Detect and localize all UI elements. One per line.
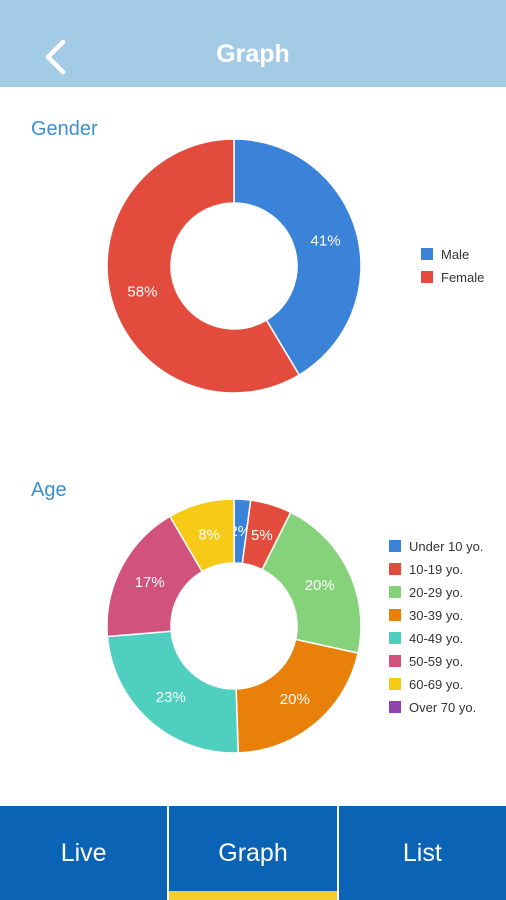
- back-button[interactable]: [30, 32, 80, 82]
- legend-label: 60-69 yo.: [409, 677, 463, 692]
- pie-slice: [106, 630, 239, 754]
- tab-live[interactable]: Live: [0, 806, 167, 900]
- page-title: Graph: [216, 40, 290, 68]
- slice-percent-label: 58%: [127, 283, 157, 300]
- age-chart: 2%Under 10 yo.5%10-19 yo.20% 20-29 yo.20%…: [106, 498, 483, 754]
- gender-section-title: Gender: [31, 118, 98, 140]
- pie-slice: [168, 498, 235, 573]
- slice-percent-label: 8%: [198, 526, 220, 543]
- slice-percent-label: 17%: [135, 574, 165, 591]
- bottom-tab-bar: Live Graph List: [0, 806, 506, 900]
- legend-swatch: [389, 609, 401, 621]
- legend-swatch: [389, 678, 401, 690]
- legend-label: Female: [441, 270, 484, 285]
- legend-swatch: [421, 248, 433, 260]
- active-tab-indicator: [169, 891, 337, 900]
- legend-swatch: [389, 563, 401, 575]
- tab-label: Live: [60, 838, 107, 867]
- pie-slice: [106, 138, 301, 394]
- tab-label: Graph: [218, 838, 288, 867]
- slice-percent-label: 5%: [251, 527, 273, 544]
- legend-label: Male: [441, 247, 469, 262]
- legend-label: Under 10 yo.: [409, 539, 483, 554]
- slice-percent-label: 20%: [280, 691, 310, 708]
- legend-label: 50-59 yo.: [409, 654, 463, 669]
- pie-slice: [235, 638, 359, 754]
- tab-label: List: [402, 838, 442, 867]
- legend-swatch: [389, 540, 401, 552]
- pie-slice: [106, 515, 204, 638]
- pie-slice: [261, 511, 362, 654]
- legend-swatch: [389, 586, 401, 598]
- legend-label: 10-19 yo.: [409, 562, 463, 577]
- slice-percent-label: 23%: [156, 689, 186, 706]
- pie-slice: [233, 138, 362, 376]
- tab-graph[interactable]: Graph: [167, 806, 337, 900]
- legend-swatch: [389, 655, 401, 667]
- slice-percent-label: 41%: [311, 233, 341, 250]
- slice-percent-label: 20%: [305, 577, 335, 594]
- age-section-title: Age: [31, 479, 67, 501]
- legend-swatch: [421, 271, 433, 283]
- legend-label: 30-39 yo.: [409, 608, 463, 623]
- app-header: Graph: [0, 0, 506, 87]
- gender-chart: 41% Male 58% Female: [106, 138, 484, 394]
- tab-list[interactable]: List: [336, 806, 506, 900]
- legend-label: 20-29 yo.: [409, 585, 463, 600]
- chevron-left-icon: [45, 39, 66, 75]
- legend-swatch: [389, 701, 401, 713]
- legend-swatch: [389, 632, 401, 644]
- legend-label: Over 70 yo.: [409, 700, 476, 715]
- legend-label: 40-49 yo.: [409, 631, 463, 646]
